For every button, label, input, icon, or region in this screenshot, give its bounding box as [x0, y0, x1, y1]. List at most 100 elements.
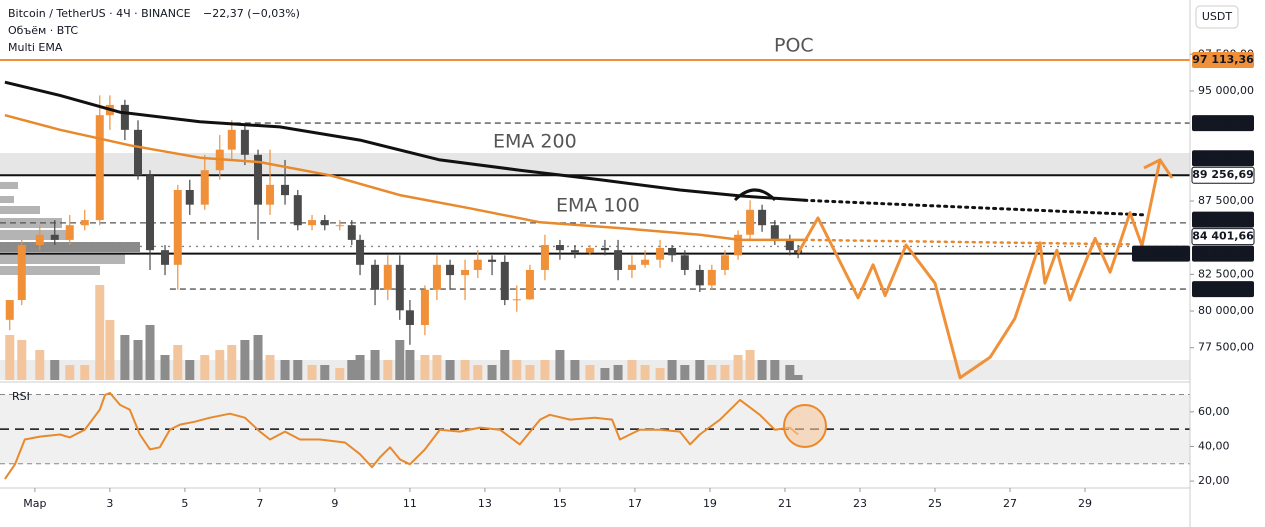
volume-bar	[720, 365, 730, 380]
candle-body	[555, 245, 564, 251]
price-tag-label: 81 497,44	[1192, 282, 1254, 295]
candle-body	[707, 269, 716, 286]
x-tick-label: 7	[256, 497, 263, 510]
candle-body	[50, 234, 59, 240]
x-tick-label: 15	[553, 497, 567, 510]
volume-bar	[667, 360, 677, 380]
candle-body	[347, 225, 356, 240]
x-tick-label: 25	[928, 497, 942, 510]
candle-body	[395, 264, 404, 311]
volume-bar	[627, 360, 637, 380]
candle-body	[35, 234, 44, 246]
arc-mark	[733, 188, 777, 202]
x-tick-label: 9	[331, 497, 338, 510]
candle-body	[308, 220, 317, 226]
candle-body	[500, 261, 509, 301]
volume-bar	[65, 365, 75, 380]
indicator-line	[796, 159, 1162, 380]
volume-bar	[17, 340, 27, 380]
indicator-line	[4, 80, 805, 202]
price-tag-label: 92 810,64	[1192, 116, 1254, 129]
volume-bar	[525, 365, 535, 380]
volume-bar	[395, 340, 405, 380]
volume-bar	[173, 345, 183, 380]
volume-bar	[293, 360, 303, 380]
volume-bar	[120, 335, 130, 380]
candle-body	[173, 190, 182, 265]
candle-body	[585, 247, 594, 253]
candle-body	[80, 220, 89, 226]
candle-body	[227, 129, 236, 150]
candle-body	[65, 225, 74, 240]
price-tag	[1192, 245, 1254, 262]
x-tick-label: 27	[1003, 497, 1017, 510]
volume-bar	[540, 360, 550, 380]
price-tag-label: 83 915,61	[1192, 247, 1254, 260]
ema100-label: EMA 100	[556, 195, 640, 217]
volume-bar	[50, 360, 60, 380]
candle-body	[266, 184, 275, 205]
volume-bar	[460, 360, 470, 380]
price-tag	[1192, 211, 1254, 228]
currency: USDT	[1202, 10, 1233, 23]
volume-bar	[432, 355, 442, 380]
candle-body	[5, 300, 14, 320]
candle-body	[770, 225, 779, 240]
volume-bar	[335, 368, 345, 380]
volume-bar	[145, 325, 155, 380]
volume-label: Объём · BTC	[8, 24, 78, 37]
candle-body	[614, 250, 623, 270]
price-tag	[1192, 281, 1254, 298]
candle-body	[383, 264, 392, 290]
y-tick-label: 77 500,00	[1198, 341, 1254, 354]
poc-label: POC	[774, 35, 814, 57]
volume-bar	[355, 355, 365, 380]
candle-body	[356, 239, 365, 265]
x-tick-label: 29	[1078, 497, 1092, 510]
currency-box	[1195, 5, 1239, 29]
candle-body	[461, 269, 470, 276]
rsi-tick-label: 60,00	[1198, 405, 1230, 418]
volume-bar	[487, 365, 497, 380]
candle-body	[570, 250, 579, 253]
symbol-tag-label: BTCUSDT	[1132, 247, 1190, 260]
rsi-label: RSI	[12, 390, 30, 403]
price-tag	[1191, 166, 1255, 184]
main-pane	[0, 58, 1190, 380]
volume-bar	[655, 368, 665, 380]
price-tag-label: 97 113,36	[1192, 53, 1254, 66]
candle-body	[785, 239, 794, 251]
candle-body	[293, 195, 302, 226]
volume-bar	[500, 350, 510, 380]
candle-body	[446, 264, 455, 276]
candle-body	[680, 255, 689, 270]
x-tick-label: 3	[106, 497, 113, 510]
candle-body	[335, 225, 344, 227]
volume-bar	[613, 365, 623, 380]
price-axis: 77 500,00 80 000,00 82 500,00 87 500,00 95 0…	[1132, 47, 1255, 487]
volume-bar	[105, 320, 115, 380]
y-tick-label: 95 000,00	[1198, 84, 1254, 97]
candle-body	[525, 269, 534, 300]
indicator-line	[4, 113, 805, 242]
volume-bar	[420, 355, 430, 380]
candle-body	[734, 234, 743, 256]
candle-body	[746, 209, 755, 235]
volume-bar	[680, 365, 690, 380]
candle-body	[512, 299, 521, 301]
x-tick-label: 23	[853, 497, 867, 510]
volume-bar	[185, 360, 195, 380]
rsi-highlight	[783, 404, 827, 448]
rsi-tick-label: 20,00	[1198, 474, 1230, 487]
volume-bar	[370, 350, 380, 380]
candle-body	[120, 104, 129, 130]
volume-bar	[770, 360, 780, 380]
volume-bar	[200, 355, 210, 380]
y-tick-label: 82 500,00	[1198, 267, 1254, 280]
candle-body	[641, 259, 650, 265]
volume-bar	[280, 360, 290, 380]
symbol: Bitcoin / TetherUS · 4Ч · BINANCE	[8, 7, 191, 20]
candle-body	[473, 259, 482, 270]
candle-body	[720, 255, 729, 270]
candle-body	[17, 245, 26, 301]
